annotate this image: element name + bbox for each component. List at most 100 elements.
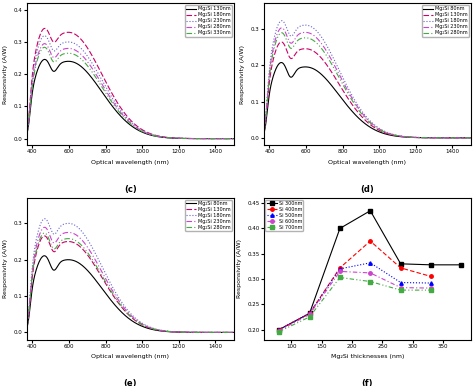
Mg₂Si 180nm: [231, 330, 237, 335]
Line: Mg₂Si 230nm: Mg₂Si 230nm: [27, 227, 234, 332]
Mg₂Si 230nm: [42, 34, 47, 38]
Y-axis label: Responsivity (A/W): Responsivity (A/W): [240, 45, 246, 104]
Mg₂Si 330nm: [180, 136, 186, 141]
Mg₂Si 230nm: [279, 25, 284, 30]
Mg₂Si 180nm: [146, 325, 152, 329]
Line: Mg₂Si 180nm: Mg₂Si 180nm: [27, 219, 234, 332]
Text: (e): (e): [124, 379, 137, 386]
Si 300nm: [458, 262, 464, 267]
Mg₂Si 130nm: [118, 114, 124, 119]
Line: Mg₂Si 230nm: Mg₂Si 230nm: [264, 28, 471, 138]
Line: Si 500nm: Si 500nm: [277, 261, 433, 331]
Mg₂Si 180nm: [417, 135, 423, 140]
Mg₂Si 330nm: [118, 112, 124, 116]
Text: (c): (c): [124, 185, 137, 194]
Si 600nm: [276, 328, 282, 333]
Mg₂Si 180nm: [24, 323, 30, 327]
Legend: Mg₂Si 130nm, Mg₂Si 180nm, Mg₂Si 230nm, Mg₂Si 280nm, Mg₂Si 330nm: Mg₂Si 130nm, Mg₂Si 180nm, Mg₂Si 230nm, M…: [185, 5, 232, 37]
Mg₂Si 130nm: [78, 245, 83, 249]
Line: Mg₂Si 80nm: Mg₂Si 80nm: [27, 256, 234, 332]
Mg₂Si 80nm: [383, 132, 389, 136]
Mg₂Si 80nm: [78, 262, 83, 266]
Mg₂Si 130nm: [417, 135, 423, 140]
Si 400nm: [307, 311, 312, 316]
Si 700nm: [337, 275, 343, 280]
Mg₂Si 230nm: [298, 31, 304, 36]
Mg₂Si 80nm: [400, 134, 405, 139]
Mg₂Si 180nm: [78, 227, 83, 232]
Mg₂Si 80nm: [61, 258, 67, 262]
Mg₂Si 230nm: [61, 40, 67, 45]
Mg₂Si 130nm: [24, 131, 30, 136]
Mg₂Si 280nm: [298, 36, 304, 41]
Mg₂Si 180nm: [163, 328, 168, 333]
Y-axis label: Responsivity (A/W): Responsivity (A/W): [3, 239, 9, 298]
Line: Mg₂Si 180nm: Mg₂Si 180nm: [264, 20, 471, 138]
Mg₂Si 280nm: [78, 242, 83, 247]
Mg₂Si 230nm: [383, 130, 389, 135]
Mg₂Si 180nm: [42, 217, 48, 221]
Mg₂Si 230nm: [42, 225, 47, 230]
Mg₂Si 330nm: [146, 132, 152, 137]
Mg₂Si 130nm: [315, 52, 320, 56]
Si 500nm: [276, 327, 282, 332]
Mg₂Si 280nm: [163, 135, 168, 140]
Mg₂Si 130nm: [118, 304, 124, 308]
Mg₂Si 80nm: [355, 115, 361, 120]
Mg₂Si 180nm: [118, 298, 124, 303]
Mg₂Si 230nm: [61, 231, 67, 235]
Line: Si 600nm: Si 600nm: [277, 270, 433, 332]
Mg₂Si 130nm: [163, 329, 168, 334]
Line: Mg₂Si 130nm: Mg₂Si 130nm: [27, 236, 234, 332]
Mg₂Si 180nm: [180, 136, 186, 141]
X-axis label: Optical wavelength (nm): Optical wavelength (nm): [91, 354, 169, 359]
Line: Mg₂Si 130nm: Mg₂Si 130nm: [27, 59, 234, 139]
Si 500nm: [398, 280, 403, 285]
Mg₂Si 230nm: [146, 131, 152, 136]
Mg₂Si 280nm: [180, 330, 186, 335]
Mg₂Si 280nm: [315, 41, 320, 46]
Mg₂Si 180nm: [298, 24, 304, 28]
Line: Mg₂Si 330nm: Mg₂Si 330nm: [27, 47, 234, 139]
Mg₂Si 230nm: [146, 325, 152, 330]
Si 500nm: [367, 261, 373, 265]
Mg₂Si 280nm: [118, 110, 124, 115]
Si 300nm: [367, 208, 373, 213]
Mg₂Si 280nm: [261, 129, 267, 134]
Line: Mg₂Si 280nm: Mg₂Si 280nm: [264, 33, 471, 138]
Mg₂Si 330nm: [61, 51, 67, 56]
Mg₂Si 80nm: [146, 326, 152, 331]
Si 700nm: [307, 315, 312, 319]
Line: Mg₂Si 230nm: Mg₂Si 230nm: [27, 36, 234, 139]
Mg₂Si 230nm: [163, 329, 168, 334]
Mg₂Si 130nm: [400, 134, 405, 139]
Mg₂Si 280nm: [42, 231, 47, 235]
Mg₂Si 280nm: [146, 325, 152, 330]
Mg₂Si 80nm: [261, 131, 267, 135]
Si 700nm: [428, 288, 434, 293]
Mg₂Si 130nm: [298, 47, 304, 52]
Mg₂Si 180nm: [24, 129, 30, 134]
Mg₂Si 280nm: [24, 130, 30, 135]
Mg₂Si 330nm: [163, 135, 168, 140]
Si 700nm: [276, 329, 282, 334]
Mg₂Si 280nm: [279, 30, 284, 35]
Mg₂Si 230nm: [400, 134, 405, 139]
Mg₂Si 230nm: [118, 108, 124, 113]
Y-axis label: Responsivity (A/W): Responsivity (A/W): [237, 239, 242, 298]
Mg₂Si 130nm: [146, 325, 152, 330]
Mg₂Si 130nm: [42, 57, 47, 62]
Mg₂Si 80nm: [298, 65, 304, 70]
Line: Si 300nm: Si 300nm: [277, 209, 463, 331]
Mg₂Si 280nm: [61, 47, 67, 51]
Si 500nm: [307, 311, 312, 316]
Mg₂Si 230nm: [24, 323, 30, 328]
X-axis label: Optical wavelength (nm): Optical wavelength (nm): [91, 160, 169, 165]
Mg₂Si 180nm: [231, 136, 237, 141]
Line: Mg₂Si 180nm: Mg₂Si 180nm: [27, 29, 234, 139]
Mg₂Si 80nm: [417, 135, 423, 140]
Mg₂Si 80nm: [468, 135, 474, 140]
Si 400nm: [337, 266, 343, 270]
Line: Si 700nm: Si 700nm: [277, 276, 433, 334]
Mg₂Si 80nm: [24, 325, 30, 330]
